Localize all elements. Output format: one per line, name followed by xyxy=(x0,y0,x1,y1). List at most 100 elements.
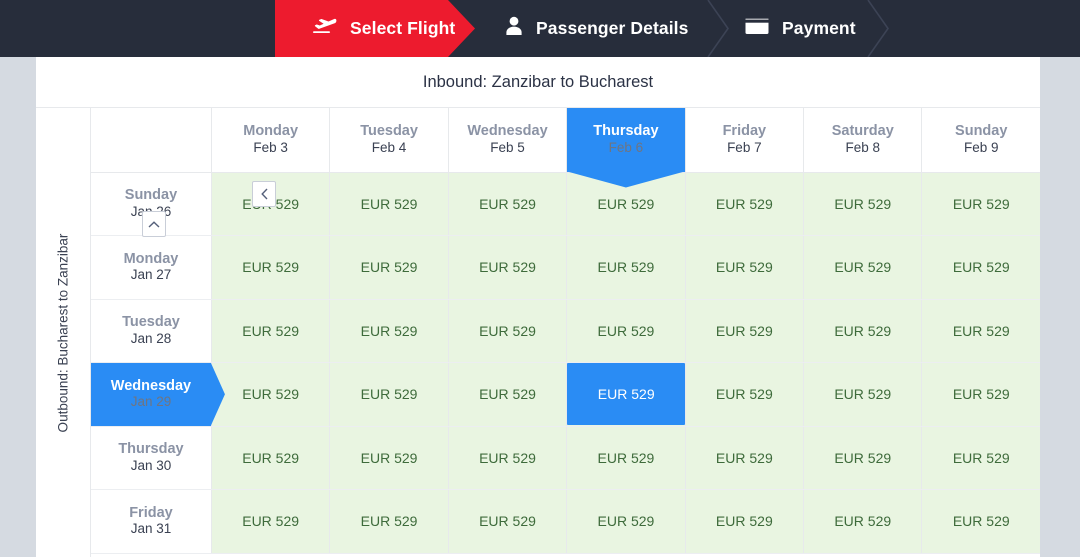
step-select-flight[interactable]: Select Flight xyxy=(275,0,475,57)
column-header-date-2: Feb 5 xyxy=(490,139,525,155)
column-header-date-0: Feb 3 xyxy=(253,139,288,155)
price-text: EUR 529 xyxy=(834,449,892,466)
price-text: EUR 529 xyxy=(360,513,418,530)
price-text: EUR 529 xyxy=(952,259,1010,276)
price-cell-2-2[interactable]: EUR 529 xyxy=(448,299,568,363)
table-row: Sunday Jan 26 EUR 529 EUR 529 EUR 529 EU… xyxy=(91,172,1040,236)
row-header-date-2: Jan 28 xyxy=(130,330,172,346)
price-text: EUR 529 xyxy=(242,513,300,530)
price-cell-3-2[interactable]: EUR 529 xyxy=(448,362,568,427)
row-header-2[interactable]: Tuesday Jan 28 xyxy=(91,299,212,363)
prev-dates-button[interactable] xyxy=(142,211,166,237)
table-row: Monday Jan 27 EUR 529 EUR 529 EUR 529 EU… xyxy=(91,235,1040,300)
price-text: EUR 529 xyxy=(952,449,1010,466)
price-cell-1-1[interactable]: EUR 529 xyxy=(329,235,449,300)
price-cell-2-1[interactable]: EUR 529 xyxy=(329,299,449,363)
row-header-date-4: Jan 30 xyxy=(130,457,172,473)
price-text: EUR 529 xyxy=(715,322,773,339)
price-cell-5-2[interactable]: EUR 529 xyxy=(448,489,568,554)
price-cell-1-2[interactable]: EUR 529 xyxy=(448,235,568,300)
row-header-day-0: Sunday xyxy=(124,187,178,204)
flight-calendar-panel: Inbound: Zanzibar to Bucharest Outbound:… xyxy=(36,57,1040,557)
price-cell-2-3[interactable]: EUR 529 xyxy=(566,299,686,363)
step-payment[interactable]: Payment xyxy=(735,0,856,57)
price-cell-1-5[interactable]: EUR 529 xyxy=(803,235,923,300)
price-cell-0-6[interactable]: EUR 529 xyxy=(921,172,1040,236)
price-text: EUR 529 xyxy=(952,513,1010,530)
price-cell-1-6[interactable]: EUR 529 xyxy=(921,235,1040,300)
price-text: EUR 529 xyxy=(597,513,655,530)
column-header-4[interactable]: Friday Feb 7 xyxy=(685,108,805,173)
row-header-date-3: Jan 29 xyxy=(130,394,172,410)
table-row: Tuesday Jan 28 EUR 529 EUR 529 EUR 529 E… xyxy=(91,299,1040,363)
column-header-day-2: Wednesday xyxy=(467,123,548,140)
price-text: EUR 529 xyxy=(952,195,1010,212)
price-cell-2-0[interactable]: EUR 529 xyxy=(211,299,331,363)
price-text: EUR 529 xyxy=(360,386,418,403)
row-header-day-5: Friday xyxy=(129,504,173,521)
price-cell-0-4[interactable]: EUR 529 xyxy=(685,172,805,236)
price-cell-1-0[interactable]: EUR 529 xyxy=(211,235,331,300)
checkout-step-bar: Select Flight Passenger Details Payment xyxy=(0,0,1080,57)
column-header-1[interactable]: Tuesday Feb 4 xyxy=(329,108,449,173)
row-header-4[interactable]: Thursday Jan 30 xyxy=(91,426,212,490)
price-cell-1-3[interactable]: EUR 529 xyxy=(566,235,686,300)
price-cell-2-5[interactable]: EUR 529 xyxy=(803,299,923,363)
column-header-6[interactable]: Sunday Feb 9 xyxy=(921,108,1040,173)
price-cell-3-0[interactable]: EUR 529 xyxy=(211,362,331,427)
price-text: EUR 529 xyxy=(715,195,773,212)
price-cell-5-5[interactable]: EUR 529 xyxy=(803,489,923,554)
row-header-3-selected[interactable]: Wednesday Jan 29 xyxy=(91,362,212,427)
column-header-day-3: Thursday xyxy=(593,123,659,140)
price-text: EUR 529 xyxy=(834,386,892,403)
price-text: EUR 529 xyxy=(479,195,536,212)
price-cell-5-0[interactable]: EUR 529 xyxy=(211,489,331,554)
calendar-grid: Monday Feb 3 Tuesday Feb 4 Wednesday Feb… xyxy=(90,108,1040,557)
price-cell-3-6[interactable]: EUR 529 xyxy=(921,362,1040,427)
step-passenger-details[interactable]: Passenger Details xyxy=(495,0,688,57)
row-header-day-4: Thursday xyxy=(118,441,184,458)
price-cell-4-4[interactable]: EUR 529 xyxy=(685,426,805,490)
price-cell-5-1[interactable]: EUR 529 xyxy=(329,489,449,554)
price-cell-4-5[interactable]: EUR 529 xyxy=(803,426,923,490)
price-text: EUR 529 xyxy=(567,363,686,426)
column-header-2[interactable]: Wednesday Feb 5 xyxy=(448,108,568,173)
column-header-day-5: Saturday xyxy=(831,123,894,140)
price-cell-2-4[interactable]: EUR 529 xyxy=(685,299,805,363)
price-cell-4-0[interactable]: EUR 529 xyxy=(211,426,331,490)
column-header-date-5: Feb 8 xyxy=(845,139,881,155)
row-header-5[interactable]: Friday Jan 31 xyxy=(91,489,212,554)
column-header-0[interactable]: Monday Feb 3 xyxy=(211,108,331,173)
price-text: EUR 529 xyxy=(242,259,300,276)
price-cell-5-4[interactable]: EUR 529 xyxy=(685,489,805,554)
price-cell-5-3[interactable]: EUR 529 xyxy=(566,489,686,554)
price-cell-0-5[interactable]: EUR 529 xyxy=(803,172,923,236)
row-header-date-1: Jan 27 xyxy=(130,267,172,283)
table-row: Thursday Jan 30 EUR 529 EUR 529 EUR 529 … xyxy=(91,426,1040,490)
column-header-5[interactable]: Saturday Feb 8 xyxy=(803,108,923,173)
step-label-payment: Payment xyxy=(782,18,856,38)
price-cell-3-3-selected[interactable]: EUR 529 xyxy=(566,362,686,427)
row-header-1[interactable]: Monday Jan 27 xyxy=(91,235,212,300)
prev-week-button[interactable] xyxy=(252,181,276,207)
price-cell-3-4[interactable]: EUR 529 xyxy=(685,362,805,427)
column-header-3-selected[interactable]: Thursday Feb 6 xyxy=(566,108,686,173)
price-text: EUR 529 xyxy=(360,322,418,339)
row-header-day-3: Wednesday xyxy=(110,377,192,394)
price-cell-4-2[interactable]: EUR 529 xyxy=(448,426,568,490)
price-cell-4-1[interactable]: EUR 529 xyxy=(329,426,449,490)
price-cell-0-2[interactable]: EUR 529 xyxy=(448,172,568,236)
price-cell-3-1[interactable]: EUR 529 xyxy=(329,362,449,427)
column-header-day-0: Monday xyxy=(243,123,299,140)
price-text: EUR 529 xyxy=(834,259,892,276)
column-header-date-3: Feb 6 xyxy=(608,139,644,155)
price-cell-0-1[interactable]: EUR 529 xyxy=(329,172,449,236)
price-cell-3-5[interactable]: EUR 529 xyxy=(803,362,923,427)
price-cell-4-6[interactable]: EUR 529 xyxy=(921,426,1040,490)
price-cell-5-6[interactable]: EUR 529 xyxy=(921,489,1040,554)
price-cell-4-3[interactable]: EUR 529 xyxy=(566,426,686,490)
price-cell-1-4[interactable]: EUR 529 xyxy=(685,235,805,300)
price-cell-2-6[interactable]: EUR 529 xyxy=(921,299,1040,363)
column-header-day-6: Sunday xyxy=(955,123,1008,140)
price-text: EUR 529 xyxy=(242,322,300,339)
